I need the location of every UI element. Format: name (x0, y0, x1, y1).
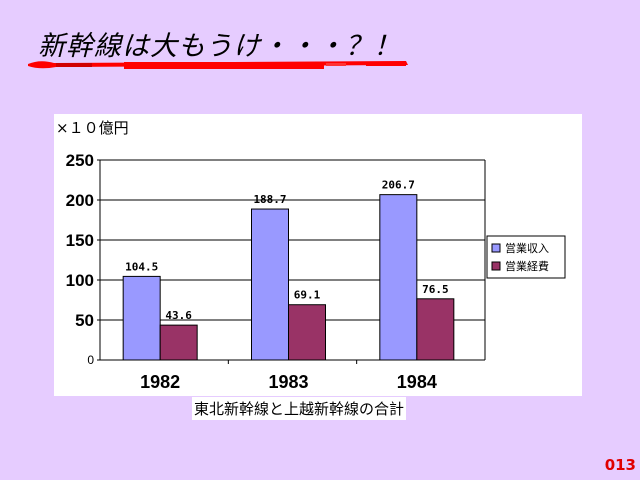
bar-expense-1983 (288, 304, 326, 361)
legend-swatch (491, 243, 501, 253)
y-tick-label: 150 (66, 231, 94, 250)
slide-title: 新幹線は大もうけ・・・？！ (38, 31, 402, 62)
data-label: 76.5 (422, 283, 449, 296)
legend-label: 営業経費 (505, 259, 549, 273)
bar-expense-1984 (416, 298, 455, 361)
data-label: 104.5 (125, 260, 158, 273)
legend-label: 営業収入 (505, 241, 549, 255)
bar-chart: ×１０億円 0 50 100 150 200 250 104.5 43.6 1982 188.7… (56, 119, 566, 392)
chart-caption: 東北新幹線と上越新幹線の合計 (192, 397, 407, 420)
data-label: 43.6 (165, 309, 192, 322)
legend-box (486, 235, 566, 279)
data-label: 188.7 (253, 193, 286, 206)
x-tick-label: 1982 (140, 372, 180, 392)
axis-layer: 0 50 100 150 200 250 (66, 151, 486, 367)
legend-swatch (491, 261, 501, 271)
y-tick-label: 250 (66, 151, 94, 170)
y-tick-label: 200 (66, 191, 94, 210)
bar-revenue-1984 (379, 194, 418, 361)
data-label: 206.7 (382, 179, 415, 192)
bar-expense-1982 (159, 324, 198, 361)
chart-panel: ×１０億円 0 50 100 150 200 250 104.5 43.6 1982 188.7… (54, 114, 582, 396)
bar-layer (122, 194, 455, 361)
y-tick-label: 50 (75, 311, 94, 330)
label-layer: 104.5 43.6 1982 188.7 69.1 1983 206.7 76.5 1984 (125, 179, 448, 392)
bar-revenue-1982 (122, 275, 161, 361)
x-tick-label: 1984 (397, 372, 437, 392)
x-tick-label: 1983 (268, 372, 308, 392)
data-label: 69.1 (294, 289, 321, 302)
title-underline (28, 61, 408, 69)
bar-revenue-1983 (251, 208, 289, 361)
page-number: 013 (604, 456, 636, 474)
unit-label: ×１０億円 (56, 119, 129, 137)
y-tick-label: 100 (66, 271, 94, 290)
y-tick-label: 0 (87, 353, 94, 367)
